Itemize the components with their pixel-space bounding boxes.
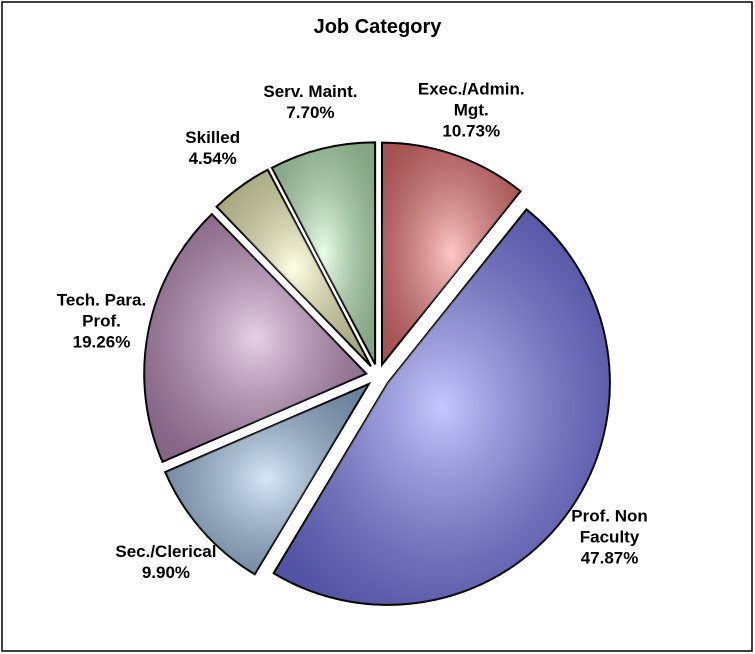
value-label: 7.70% — [286, 103, 335, 123]
slice-label: Skilled 4.54% — [185, 127, 240, 169]
slice-label: Serv. Maint. 7.70% — [263, 81, 357, 123]
category-label: Skilled — [185, 127, 241, 147]
value-label: 10.73% — [442, 121, 501, 141]
slice-label: Exec./Admin. Mgt. 10.73% — [418, 78, 525, 141]
value-label: 4.54% — [188, 148, 237, 168]
category-label: Sec./Clerical — [115, 541, 217, 561]
category-label: Prof. Non Faculty — [571, 506, 648, 547]
category-label: Serv. Maint. — [263, 82, 358, 102]
slice-label: Tech. Para. Prof. 19.26% — [57, 289, 146, 352]
category-label: Tech. Para. Prof. — [56, 290, 147, 331]
chart-title: Job Category — [313, 16, 442, 38]
value-label: 19.26% — [72, 332, 131, 352]
value-label: 47.87% — [580, 548, 639, 568]
category-label: Exec./Admin. Mgt. — [417, 79, 525, 120]
slice-label: Sec./Clerical 9.90% — [115, 541, 216, 583]
value-label: 9.90% — [141, 562, 191, 582]
slice-label: Prof. Non Faculty 47.87% — [571, 505, 648, 568]
